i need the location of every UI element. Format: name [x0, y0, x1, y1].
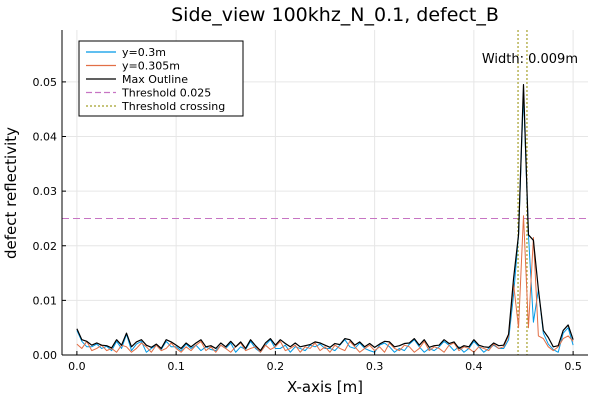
- legend-entry-y-0-3m-label: y=0.3m: [122, 46, 166, 59]
- x-axis-label: X-axis [m]: [287, 378, 363, 396]
- series-y-0-3m-line: [76, 92, 574, 353]
- legend-entry-threshold-label: Threshold 0.025: [121, 87, 211, 100]
- y-axis-label: defect reflectivity: [2, 127, 20, 259]
- y-tick-label: 0.01: [33, 294, 58, 307]
- chart-title: Side_view 100khz_N_0.1, defect_B: [171, 4, 499, 26]
- y-tick-label: 0.04: [33, 131, 58, 144]
- y-tick-label: 0.03: [33, 185, 58, 198]
- y-tick-label: 0.00: [33, 349, 58, 362]
- x-tick-label: 0.1: [167, 360, 185, 373]
- ticks: 0.0 0.1 0.2 0.3 0.4 0.5 0.00 0.01 0.02 0.03 0.04 0.…: [33, 76, 582, 373]
- legend-entry-threshold-crossing-label: Threshold crossing: [121, 100, 225, 113]
- legend-entry-max-outline-label: Max Outline: [122, 73, 188, 86]
- series-layer: [62, 30, 588, 355]
- x-tick-label: 0.5: [564, 360, 582, 373]
- x-tick-label: 0.3: [366, 360, 384, 373]
- y-tick-label: 0.02: [33, 240, 58, 253]
- series-max-outline-line: [76, 84, 574, 352]
- y-tick-label: 0.05: [33, 76, 58, 89]
- series-y-0-305m-line: [76, 215, 574, 353]
- x-tick-label: 0.2: [267, 360, 285, 373]
- x-tick-label: 0.4: [465, 360, 483, 373]
- x-tick-label: 0.0: [68, 360, 86, 373]
- width-annotation: Width: 0.009m: [482, 52, 578, 67]
- legend-entry-y-0-305m-label: y=0.305m: [122, 60, 180, 73]
